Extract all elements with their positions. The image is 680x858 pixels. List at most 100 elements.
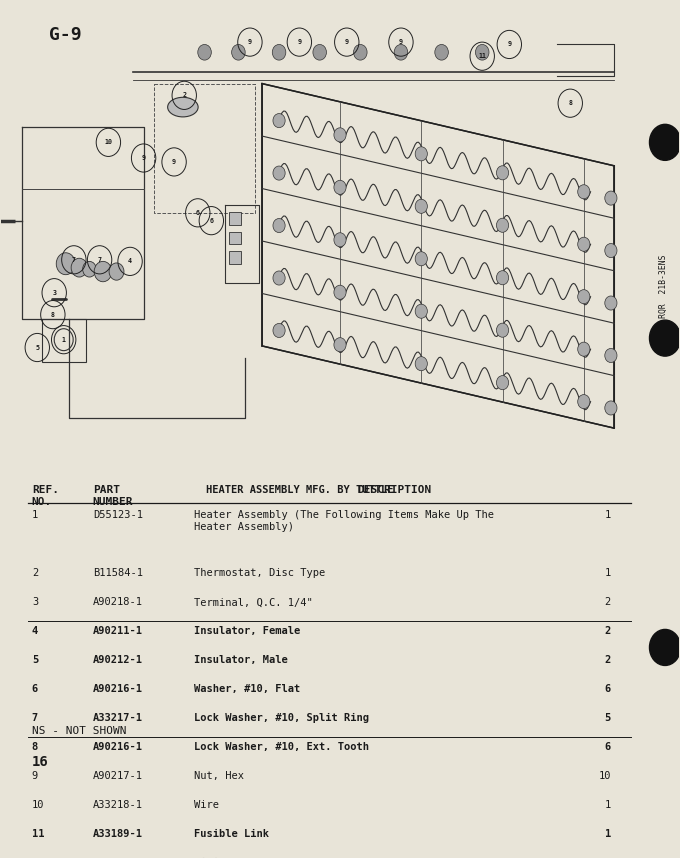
Circle shape — [415, 251, 427, 266]
Text: 2: 2 — [605, 656, 611, 665]
Circle shape — [273, 166, 285, 180]
Circle shape — [273, 113, 285, 128]
Text: 1: 1 — [605, 829, 611, 839]
Circle shape — [578, 342, 590, 356]
Text: 8: 8 — [568, 100, 573, 106]
Text: 5: 5 — [32, 656, 38, 665]
Circle shape — [394, 45, 408, 60]
Circle shape — [273, 271, 285, 285]
Text: A90216-1: A90216-1 — [92, 684, 143, 694]
Circle shape — [334, 338, 346, 352]
Text: Wire: Wire — [194, 801, 220, 810]
Text: Terminal, Q.C. 1/4": Terminal, Q.C. 1/4" — [194, 597, 313, 607]
Circle shape — [273, 323, 285, 337]
Text: 9: 9 — [32, 771, 38, 781]
Text: 6: 6 — [209, 218, 214, 224]
Circle shape — [578, 237, 590, 251]
Circle shape — [415, 147, 427, 160]
Text: 1: 1 — [32, 511, 38, 521]
Circle shape — [83, 262, 96, 277]
Circle shape — [313, 45, 326, 60]
Circle shape — [415, 357, 427, 371]
Text: 1: 1 — [605, 511, 611, 521]
Circle shape — [415, 305, 427, 318]
Text: 9: 9 — [297, 39, 301, 45]
Circle shape — [496, 166, 509, 180]
Text: G-9: G-9 — [49, 27, 82, 45]
Text: A33217-1: A33217-1 — [92, 713, 143, 723]
Text: 9: 9 — [141, 155, 146, 161]
Text: A90212-1: A90212-1 — [92, 656, 143, 665]
Text: 11: 11 — [478, 53, 486, 59]
Text: Thermostat, Disc Type: Thermostat, Disc Type — [194, 568, 326, 578]
Bar — [229, 212, 241, 225]
Circle shape — [578, 290, 590, 304]
Circle shape — [605, 296, 617, 310]
Text: Insulator, Female: Insulator, Female — [194, 626, 301, 637]
Circle shape — [649, 630, 680, 666]
Circle shape — [273, 219, 285, 233]
Text: Insulator, Male: Insulator, Male — [194, 656, 288, 665]
Text: 8: 8 — [51, 311, 55, 317]
Circle shape — [605, 244, 617, 257]
Text: Washer, #10, Flat: Washer, #10, Flat — [194, 684, 301, 694]
Text: A33189-1: A33189-1 — [92, 829, 143, 839]
Text: DESCRIPTION: DESCRIPTION — [357, 486, 431, 495]
Text: 8: 8 — [32, 742, 38, 752]
Text: 2: 2 — [605, 626, 611, 637]
Circle shape — [109, 263, 124, 281]
Text: 3: 3 — [32, 597, 38, 607]
Circle shape — [415, 199, 427, 214]
Text: 2: 2 — [182, 93, 186, 99]
Text: 6: 6 — [32, 684, 38, 694]
Text: 9: 9 — [172, 159, 176, 165]
Text: 5: 5 — [35, 345, 39, 351]
Text: Lock Washer, #10, Split Ring: Lock Washer, #10, Split Ring — [194, 713, 369, 723]
Text: 1: 1 — [62, 336, 66, 342]
Text: Lock Washer, #10, Ext. Tooth: Lock Washer, #10, Ext. Tooth — [194, 742, 369, 752]
Text: A90218-1: A90218-1 — [92, 597, 143, 607]
Text: NS - NOT SHOWN: NS - NOT SHOWN — [32, 726, 126, 736]
Text: A90217-1: A90217-1 — [92, 771, 143, 781]
Text: 2: 2 — [32, 568, 38, 578]
Text: PART
NUMBER: PART NUMBER — [92, 486, 133, 507]
Text: Heater Assembly (The Following Items Make Up The
Heater Assembly): Heater Assembly (The Following Items Mak… — [194, 511, 494, 532]
Bar — [229, 251, 241, 263]
Circle shape — [496, 270, 509, 285]
Text: 3: 3 — [52, 290, 56, 296]
Text: P55417-RQR  21B-3ENS: P55417-RQR 21B-3ENS — [659, 254, 668, 352]
Circle shape — [56, 253, 75, 275]
Circle shape — [334, 128, 346, 142]
Text: B11584-1: B11584-1 — [92, 568, 143, 578]
Circle shape — [198, 45, 211, 60]
Circle shape — [354, 45, 367, 60]
Circle shape — [435, 45, 448, 60]
Ellipse shape — [168, 97, 198, 117]
Circle shape — [578, 184, 590, 199]
Text: 6: 6 — [196, 210, 200, 216]
Circle shape — [272, 45, 286, 60]
Text: 7: 7 — [72, 257, 76, 263]
Text: 10: 10 — [105, 139, 112, 145]
Circle shape — [496, 376, 509, 390]
Circle shape — [232, 45, 245, 60]
Text: 9: 9 — [399, 39, 403, 45]
Text: 10: 10 — [32, 801, 44, 810]
Text: 6: 6 — [605, 684, 611, 694]
Text: 4: 4 — [128, 258, 132, 264]
Text: 9: 9 — [248, 39, 252, 45]
Circle shape — [649, 124, 680, 160]
Circle shape — [605, 348, 617, 363]
Circle shape — [496, 218, 509, 233]
Text: 4: 4 — [32, 626, 38, 637]
Text: 9: 9 — [345, 39, 349, 45]
Text: A90216-1: A90216-1 — [92, 742, 143, 752]
Circle shape — [496, 323, 509, 337]
Circle shape — [605, 191, 617, 205]
Text: 10: 10 — [598, 771, 611, 781]
Circle shape — [334, 233, 346, 247]
Text: A90211-1: A90211-1 — [92, 626, 143, 637]
Text: 2: 2 — [605, 597, 611, 607]
Text: 7: 7 — [32, 713, 38, 723]
Circle shape — [334, 180, 346, 195]
